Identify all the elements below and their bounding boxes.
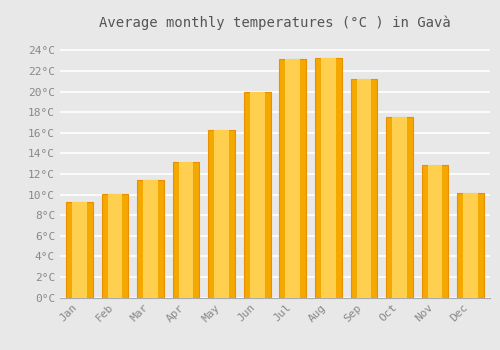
Title: Average monthly temperatures (°C ) in Gavà: Average monthly temperatures (°C ) in Ga…: [99, 15, 451, 30]
Bar: [72, 202, 87, 298]
Bar: [463, 193, 478, 298]
Bar: [179, 162, 194, 298]
Bar: [108, 194, 122, 298]
Bar: [208, 130, 235, 298]
Bar: [173, 162, 200, 298]
Bar: [457, 193, 484, 298]
Bar: [386, 117, 412, 298]
Bar: [214, 130, 229, 298]
Bar: [102, 194, 128, 298]
Bar: [428, 165, 442, 298]
Bar: [392, 117, 406, 298]
Bar: [138, 180, 164, 298]
Bar: [250, 92, 264, 298]
Bar: [422, 165, 448, 298]
Bar: [321, 58, 336, 298]
Bar: [244, 92, 270, 298]
Bar: [144, 180, 158, 298]
Bar: [350, 79, 377, 298]
Bar: [356, 79, 371, 298]
Bar: [66, 202, 93, 298]
Bar: [280, 59, 306, 298]
Bar: [315, 58, 342, 298]
Bar: [286, 59, 300, 298]
